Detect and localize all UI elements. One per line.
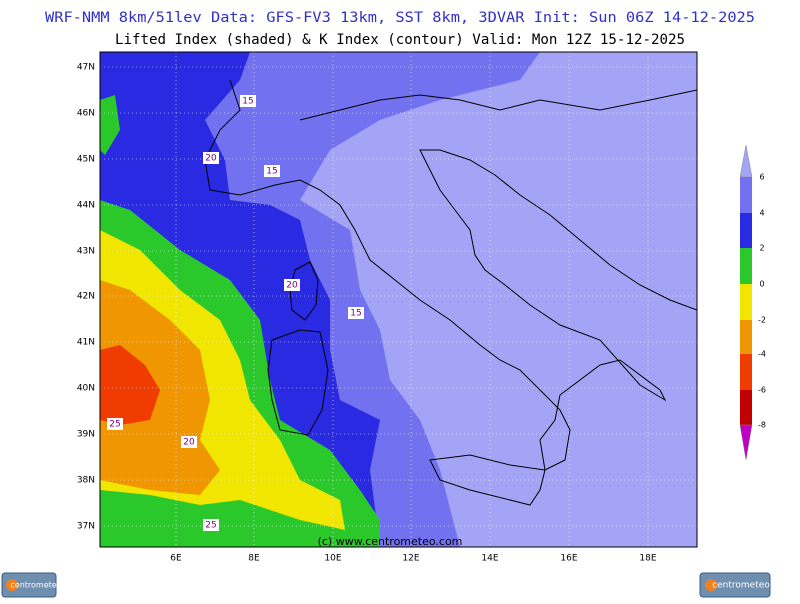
watermark: (c) www.centrometeo.com [318,535,463,548]
contour-label-box [203,152,219,164]
field-zone [100,345,160,425]
legend-level: -6 [758,386,766,395]
map-labels: 47N 46N 45N 44N 43N 42N 41N 40N 39N 38N 37N 6E 8E 10E… [77,63,657,564]
header-line2: Lifted Index (shaded) & K Index (contour… [115,32,685,48]
lon-label: 10E [324,554,341,564]
legend-level: 4 [759,209,764,218]
contour-label-box [107,418,123,430]
contour-label: 15 [242,97,253,107]
lat-label: 37N [77,522,95,532]
contour-label: 25 [109,420,120,430]
lat-label: 41N [77,338,95,348]
legend-level: 0 [759,280,764,289]
colorbar-band [740,284,752,320]
lat-label: 47N [77,63,95,73]
lat-label: 46N [77,109,95,119]
map-frame [99,51,698,548]
contour-label: 15 [350,309,361,319]
contour-label: 25 [205,521,216,531]
lat-label: 38N [77,476,95,486]
colorbar-band [740,213,752,248]
lat-label: 43N [77,247,95,257]
lon-label: 8E [248,554,260,564]
header-line1: WRF-NMM 8km/51lev Data: GFS-FV3 13km, SS… [45,10,755,26]
lat-label: 45N [77,155,95,165]
logo-text: centrometeo [10,581,61,590]
lat-label: 39N [77,430,95,440]
contour-label-box [181,436,197,448]
coastlines [204,79,697,506]
contour-label-box [203,519,219,531]
contour-label-box [284,279,300,291]
contour-label: 20 [205,154,217,164]
lon-label: 6E [170,554,182,564]
contour-label: 20 [183,438,195,448]
lat-label: 44N [77,201,95,211]
lon-label: 16E [560,554,577,564]
logo: centrometeo [699,572,771,598]
contour-label-box [264,165,280,177]
lon-label: 14E [481,554,498,564]
legend-level: -2 [758,316,766,325]
colorbar-band [740,248,752,284]
map-field [100,52,697,547]
grid [100,52,697,547]
legend-level: -4 [758,350,766,359]
colorbar-cap [739,424,753,461]
lon-label: 18E [639,554,656,564]
colorbar-band [740,320,752,354]
colorbar-band [740,354,752,390]
legend-level: 2 [759,244,764,253]
colorbar [739,144,753,461]
colorbar-cap [739,144,753,178]
legend-level: -8 [758,421,766,430]
colorbar-band [740,390,752,425]
contour-label: 20 [286,281,298,291]
contour-label: 15 [266,167,277,177]
lat-label: 42N [77,292,95,302]
logo-text: centrometeo [712,581,770,591]
lon-label: 12E [402,554,419,564]
legend-level: 6 [759,173,764,182]
field-zone [100,95,120,155]
contour-label-box [240,95,256,107]
contour-label-box [348,307,364,319]
lat-label: 40N [77,384,95,394]
colorbar-band [740,177,752,213]
logo: centrometeo [1,572,62,598]
